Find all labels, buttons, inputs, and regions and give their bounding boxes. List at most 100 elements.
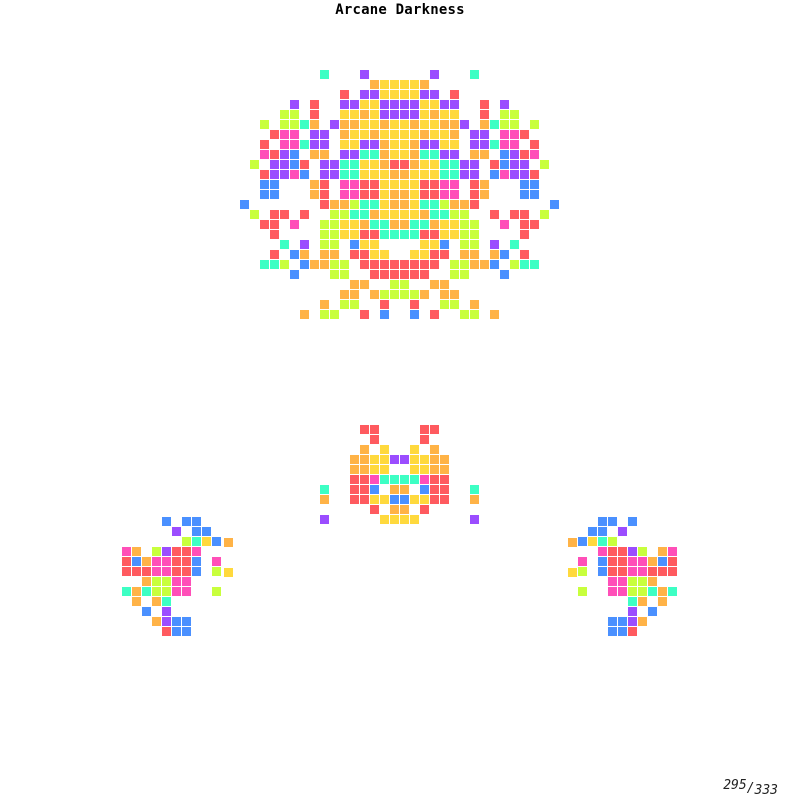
pixel: [638, 557, 647, 566]
pixel: [568, 538, 577, 547]
pixel: [340, 90, 349, 99]
pixel: [152, 577, 161, 586]
pixel: [380, 90, 389, 99]
pixel: [668, 547, 677, 556]
pixel: [410, 90, 419, 99]
pixel: [260, 220, 269, 229]
pixel: [420, 290, 429, 299]
pixel: [360, 425, 369, 434]
pixel: [470, 515, 479, 524]
pixel: [330, 230, 339, 239]
pixel: [172, 547, 181, 556]
pixel: [420, 455, 429, 464]
pixel: [390, 230, 399, 239]
pixel: [440, 140, 449, 149]
pixel: [132, 597, 141, 606]
pixel: [350, 110, 359, 119]
pixel: [310, 150, 319, 159]
pixel: [340, 270, 349, 279]
pixel: [420, 485, 429, 494]
pixel: [390, 505, 399, 514]
pixel: [290, 100, 299, 109]
pixel: [340, 200, 349, 209]
pixel: [400, 100, 409, 109]
pixel: [240, 200, 249, 209]
pixel: [410, 140, 419, 149]
pixel: [500, 220, 509, 229]
pixel: [320, 310, 329, 319]
pixel: [380, 445, 389, 454]
pixel: [212, 587, 221, 596]
pixel: [470, 260, 479, 269]
pixel: [390, 280, 399, 289]
pixel: [360, 240, 369, 249]
pixel: [340, 260, 349, 269]
pixel: [380, 310, 389, 319]
pixel: [430, 465, 439, 474]
pixel: [460, 120, 469, 129]
pixel: [648, 587, 657, 596]
pixel: [460, 260, 469, 269]
pixel: [310, 190, 319, 199]
pixel: [638, 587, 647, 596]
pixel: [380, 200, 389, 209]
pixel: [400, 270, 409, 279]
pixel: [430, 250, 439, 259]
pixel: [390, 170, 399, 179]
pixel: [420, 435, 429, 444]
pixel: [162, 627, 171, 636]
pixel: [420, 180, 429, 189]
pixel: [440, 250, 449, 259]
pixel: [400, 260, 409, 269]
pixel: [578, 567, 587, 576]
pixel: [410, 170, 419, 179]
pixel: [320, 260, 329, 269]
pixel: [390, 515, 399, 524]
pixel: [618, 627, 627, 636]
pixel: [360, 445, 369, 454]
pixel: [212, 557, 221, 566]
pixel: [330, 240, 339, 249]
pixel: [658, 597, 667, 606]
pixel: [370, 475, 379, 484]
pixel: [162, 577, 171, 586]
pixel: [400, 505, 409, 514]
pixel: [152, 617, 161, 626]
pixel: [490, 160, 499, 169]
pixel: [162, 587, 171, 596]
pixel: [658, 557, 667, 566]
pixel: [370, 100, 379, 109]
pixel: [360, 475, 369, 484]
pixel: [300, 140, 309, 149]
pixel: [370, 455, 379, 464]
pixel: [380, 120, 389, 129]
pixel: [430, 110, 439, 119]
pixel: [360, 485, 369, 494]
pixel: [350, 495, 359, 504]
pixel: [310, 260, 319, 269]
pixel: [450, 140, 459, 149]
pixel: [420, 240, 429, 249]
pixel: [450, 270, 459, 279]
pixel: [440, 120, 449, 129]
pixel: [212, 567, 221, 576]
pixel: [628, 607, 637, 616]
pixel: [360, 100, 369, 109]
pixel: [380, 170, 389, 179]
pixel: [490, 140, 499, 149]
pixel: [470, 170, 479, 179]
pixel: [300, 160, 309, 169]
pixel: [152, 587, 161, 596]
pixel: [410, 290, 419, 299]
pixel: [588, 527, 597, 536]
pixel: [330, 200, 339, 209]
pixel: [310, 140, 319, 149]
pixel: [628, 567, 637, 576]
sprite-left: [122, 517, 233, 636]
pixel: [520, 150, 529, 159]
pixel: [400, 455, 409, 464]
pixel: [290, 120, 299, 129]
pixel: [192, 567, 201, 576]
pixel: [390, 130, 399, 139]
